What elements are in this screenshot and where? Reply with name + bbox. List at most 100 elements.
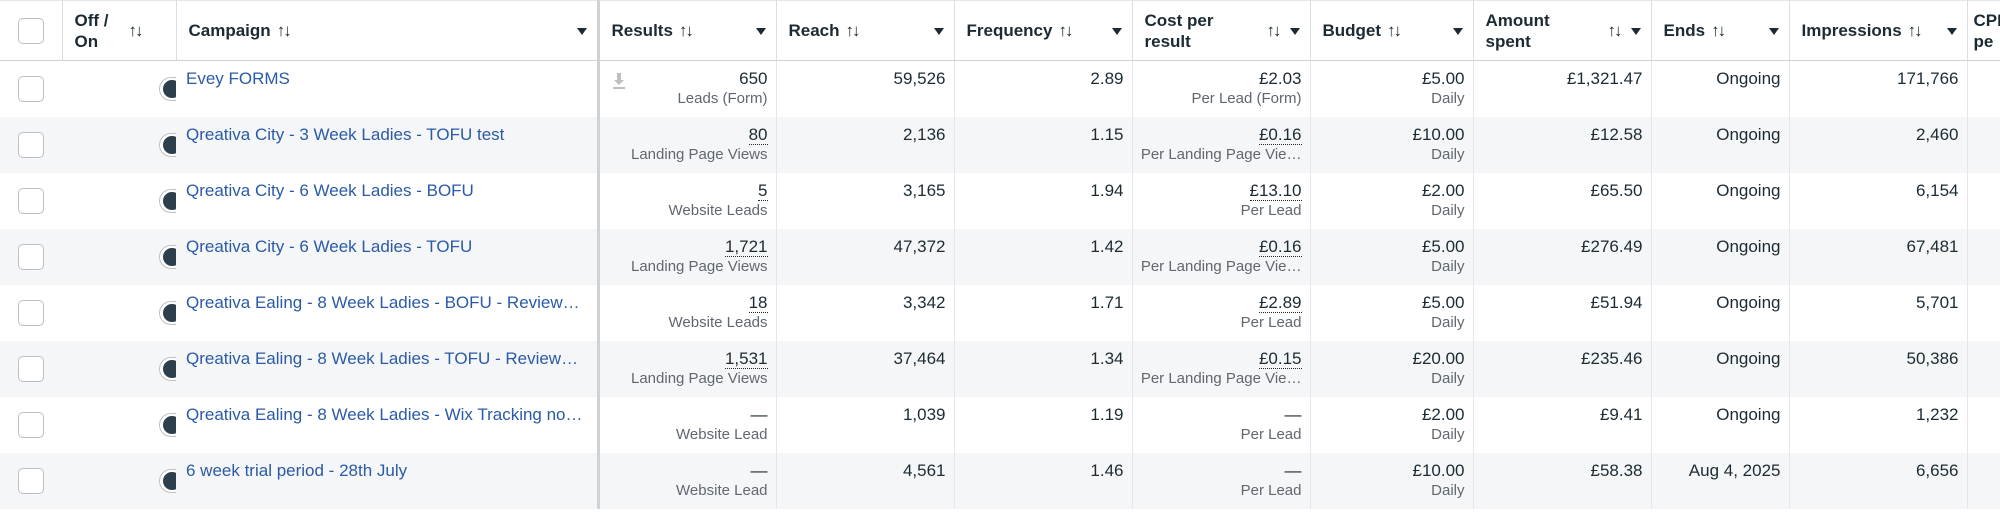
header-cpm[interactable]: CPM pe: [1967, 0, 2000, 61]
chevron-down-icon[interactable]: [1630, 27, 1641, 35]
results-value[interactable]: 80: [748, 124, 768, 145]
results-value[interactable]: 1,531: [724, 348, 768, 369]
chevron-down-icon[interactable]: [576, 27, 587, 35]
row-checkbox[interactable]: [18, 355, 44, 382]
campaign-name-link[interactable]: Qreativa City - 6 Week Ladies - TOFU: [186, 236, 473, 256]
header-frequency[interactable]: Frequency ↑↓: [954, 0, 1133, 61]
chevron-down-icon[interactable]: [755, 27, 766, 35]
campaign-toggle[interactable]: [159, 356, 176, 381]
cost-per-result-value[interactable]: £2.03: [1258, 69, 1302, 88]
row-checkbox[interactable]: [18, 187, 44, 214]
cost-per-result-value[interactable]: £0.16: [1258, 124, 1302, 145]
table-row[interactable]: Qreativa Ealing - 8 Week Ladies - BOFU -…: [0, 284, 2000, 341]
sort-icon[interactable]: ↑↓: [1387, 20, 1402, 40]
sort-icon[interactable]: ↑↓: [1711, 20, 1726, 40]
header-impressions[interactable]: Impressions ↑↓: [1789, 0, 1968, 61]
campaign-toggle[interactable]: [159, 188, 176, 213]
table-row[interactable]: 6 week trial period - 28th July — Website…: [0, 452, 2000, 509]
results-value[interactable]: 18: [748, 292, 768, 313]
campaign-toggle[interactable]: [159, 132, 176, 157]
table-row[interactable]: Qreativa City - 3 Week Ladies - TOFU tes…: [0, 116, 2000, 173]
select-all-checkbox[interactable]: [18, 17, 44, 44]
chevron-down-icon[interactable]: [933, 27, 944, 35]
campaign-toggle[interactable]: [159, 412, 176, 437]
cost-per-result-value[interactable]: —: [1284, 460, 1302, 480]
campaign-toggle[interactable]: [159, 244, 176, 269]
budget-type: Daily: [1431, 145, 1465, 163]
budget-value[interactable]: £5.00: [1421, 292, 1465, 312]
budget-value[interactable]: £20.00: [1412, 348, 1465, 368]
header-select-all[interactable]: [0, 0, 63, 61]
header-budget[interactable]: Budget ↑↓: [1310, 0, 1474, 61]
sort-icon[interactable]: ↑↓: [1266, 20, 1282, 40]
results-value[interactable]: 5: [758, 180, 768, 201]
table-row[interactable]: Qreativa Ealing - 8 Week Ladies - TOFU -…: [0, 340, 2000, 397]
table-row[interactable]: Qreativa City - 6 Week Ladies - TOFU 1,7…: [0, 228, 2000, 285]
table-row[interactable]: Evey FORMS 650 Leads (Form) 59,526 2.89 £…: [0, 60, 2000, 117]
sort-icon[interactable]: ↑↓: [1607, 20, 1623, 40]
sort-icon[interactable]: ↑↓: [276, 20, 292, 40]
campaign-name-link[interactable]: 6 week trial period - 28th July: [186, 460, 408, 480]
header-reach[interactable]: Reach ↑↓: [776, 0, 955, 61]
campaign-toggle[interactable]: [159, 300, 176, 325]
sort-icon[interactable]: ↑↓: [128, 20, 144, 40]
results-value[interactable]: —: [750, 404, 768, 424]
campaign-name-link[interactable]: Qreativa City - 3 Week Ladies - TOFU tes…: [186, 124, 505, 144]
campaign-name-link[interactable]: Evey FORMS: [186, 69, 290, 88]
download-icon[interactable]: [612, 72, 626, 90]
campaign-toggle[interactable]: [159, 77, 176, 101]
header-campaign[interactable]: Campaign ↑↓: [176, 0, 600, 61]
table-row[interactable]: Qreativa City - 6 Week Ladies - BOFU 5 We…: [0, 172, 2000, 229]
budget-value[interactable]: £2.00: [1421, 404, 1465, 424]
budget-value[interactable]: £10.00: [1412, 124, 1465, 144]
sort-icon[interactable]: ↑↓: [845, 20, 861, 40]
amount-spent-cell: £9.41: [1473, 396, 1652, 453]
chevron-down-icon[interactable]: [1946, 27, 1957, 35]
header-results[interactable]: Results ↑↓: [598, 0, 777, 61]
chevron-down-icon[interactable]: [1289, 27, 1300, 35]
header-ends[interactable]: Ends ↑↓: [1651, 0, 1790, 61]
row-checkbox[interactable]: [18, 243, 44, 270]
chevron-down-icon[interactable]: [1111, 27, 1122, 35]
sort-icon[interactable]: ↑↓: [1058, 20, 1073, 40]
table-row[interactable]: Qreativa Ealing - 8 Week Ladies - Wix Tr…: [0, 396, 2000, 453]
chevron-down-icon[interactable]: [1768, 27, 1779, 35]
table-body: Evey FORMS 650 Leads (Form) 59,526 2.89 £…: [0, 60, 2000, 509]
row-checkbox[interactable]: [18, 131, 44, 158]
row-checkbox[interactable]: [18, 411, 44, 438]
header-amount-spent[interactable]: Amount spent ↑↓: [1473, 0, 1652, 61]
header-cost-per-result[interactable]: Cost per result ↑↓: [1132, 0, 1311, 61]
results-value[interactable]: 650: [739, 69, 768, 88]
row-checkbox[interactable]: [18, 76, 44, 102]
cost-per-result-value[interactable]: £0.16: [1258, 236, 1302, 257]
budget-value[interactable]: £2.00: [1421, 180, 1465, 200]
budget-value[interactable]: £5.00: [1421, 236, 1465, 256]
cost-per-result-value[interactable]: £0.15: [1258, 348, 1302, 369]
chevron-down-icon[interactable]: [1452, 27, 1463, 35]
sort-icon[interactable]: ↑↓: [678, 20, 694, 40]
budget-type: Daily: [1431, 313, 1465, 331]
cost-per-result-value[interactable]: £2.89: [1258, 292, 1302, 313]
header-off-on[interactable]: Off / On ↑↓: [62, 0, 177, 61]
results-value[interactable]: —: [750, 460, 768, 480]
campaign-name-link[interactable]: Qreativa Ealing - 8 Week Ladies - TOFU -…: [186, 348, 579, 368]
row-checkbox[interactable]: [18, 467, 44, 494]
cost-per-result-type: Per Lead (Form): [1191, 90, 1302, 107]
budget-value[interactable]: £5.00: [1421, 69, 1465, 88]
cost-per-result-value[interactable]: £13.10: [1249, 180, 1302, 201]
row-toggle-cell: [62, 453, 176, 509]
cost-per-result-type: Per Lead: [1240, 425, 1302, 443]
budget-value[interactable]: £10.00: [1412, 460, 1465, 480]
results-value[interactable]: 1,721: [724, 236, 768, 257]
cost-per-result-value[interactable]: —: [1284, 404, 1302, 424]
campaign-toggle[interactable]: [159, 468, 176, 493]
cpm-cell: [1967, 228, 2000, 285]
results-type: Leads (Form): [677, 90, 768, 107]
sort-icon[interactable]: ↑↓: [1907, 20, 1923, 40]
campaign-name-link[interactable]: Qreativa Ealing - 8 Week Ladies - BOFU -…: [186, 292, 580, 312]
campaign-name-link[interactable]: Qreativa Ealing - 8 Week Ladies - Wix Tr…: [186, 404, 583, 424]
frequency-value: 1.46: [1090, 460, 1124, 480]
reach-value: 3,342: [902, 292, 946, 312]
row-checkbox[interactable]: [18, 299, 44, 326]
campaign-name-link[interactable]: Qreativa City - 6 Week Ladies - BOFU: [186, 180, 474, 200]
